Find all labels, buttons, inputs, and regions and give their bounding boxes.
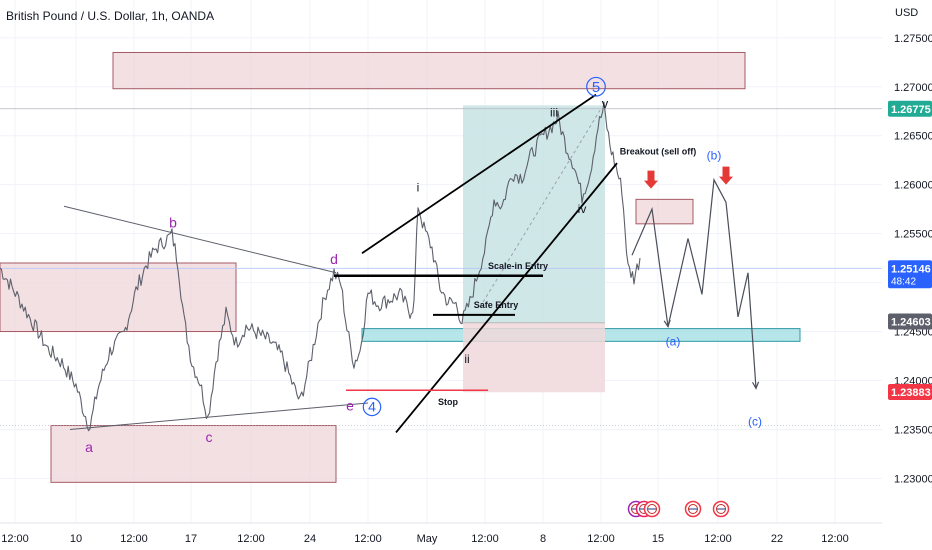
time-tick-label: 15 <box>652 533 664 545</box>
price-badge-label: 1.26775 <box>891 104 931 116</box>
price-badge-label: 1.23883 <box>891 387 931 399</box>
price-tick-label: 1.26000 <box>894 180 932 192</box>
time-tick-label: 10 <box>70 533 82 545</box>
time-tick-label: 12:00 <box>1 533 29 545</box>
time-tick-label: 12:00 <box>471 533 499 545</box>
position-tool[interactable] <box>463 105 605 393</box>
projection-path <box>631 177 757 389</box>
time-tick-label: 12:00 <box>587 533 615 545</box>
triangle-upper-line[interactable] <box>63 205 337 274</box>
trendlines[interactable] <box>63 93 618 433</box>
time-tick-label: 24 <box>304 533 316 545</box>
time-tick-label: 8 <box>540 533 546 545</box>
time-tick-label: 12:00 <box>354 533 382 545</box>
zone-box <box>50 425 337 483</box>
position-diagonal <box>479 109 601 308</box>
zone-box <box>0 262 237 333</box>
annotation-label: e <box>346 398 354 414</box>
chart-title: British Pound / U.S. Dollar, 1h, OANDA <box>6 9 214 23</box>
annotation-label: Breakout (sell off) <box>620 146 697 156</box>
zone-box <box>112 51 746 90</box>
projection-arrowhead <box>663 319 671 329</box>
wedge-upper-line[interactable] <box>361 93 597 254</box>
annotation-label: Safe Entry <box>474 300 519 310</box>
annotation-label: i <box>417 181 420 195</box>
annotation-label: Stop <box>438 397 458 407</box>
price-axis[interactable]: 1.275001.270001.265001.260001.255001.250… <box>888 33 932 486</box>
zone-box <box>635 198 694 225</box>
annotation-label: 4 <box>368 399 376 415</box>
time-tick-label: 12:00 <box>120 533 148 545</box>
wedge-lower-line[interactable] <box>395 162 618 433</box>
wave-circle <box>586 76 606 97</box>
annotation-label: (b) <box>707 148 722 162</box>
position-loss-zone <box>463 322 605 393</box>
annotation-label: v <box>602 96 609 111</box>
red-down-arrow <box>644 170 658 189</box>
price-line <box>0 101 641 432</box>
flag-icon <box>647 504 657 514</box>
currency-label: USD <box>895 7 918 19</box>
price-badge <box>888 260 932 289</box>
time-tick-label: 22 <box>771 533 783 545</box>
price-tick-label: 1.26500 <box>894 131 932 143</box>
triangle-lower-line[interactable] <box>69 402 369 430</box>
price-tick-label: 1.27000 <box>894 82 932 94</box>
wave-circle <box>362 397 382 417</box>
annotation-label: (c) <box>748 415 762 429</box>
price-tick-label: 1.24500 <box>894 327 932 339</box>
price-series <box>0 101 641 432</box>
zones <box>0 51 801 483</box>
projection <box>631 177 760 390</box>
price-badge <box>888 313 932 330</box>
annotation-label: Scale-in Entry <box>488 261 548 271</box>
countdown-label: 48:42 <box>891 276 916 287</box>
annotation-label: ii <box>464 352 469 366</box>
annotation-label: 5 <box>592 79 600 96</box>
time-tick-label: 12:00 <box>821 533 849 545</box>
time-tick-label: 17 <box>185 533 197 545</box>
annotation-label: iv <box>578 202 587 216</box>
annotation-label: a <box>85 439 93 455</box>
price-badge-label: 1.24603 <box>891 316 931 328</box>
time-tick-label: 12:00 <box>237 533 265 545</box>
flag-icon <box>688 504 698 514</box>
time-axis[interactable]: 12:00 10 12:00 17 12:00 24 12:00 May 12:00 8 12:00… <box>0 522 882 545</box>
flag-icon <box>716 504 726 514</box>
price-tick-label: 1.27500 <box>894 33 932 45</box>
annotation-label: d <box>330 251 338 267</box>
event-icons[interactable] <box>627 500 730 518</box>
price-tick-label: 1.23500 <box>894 424 932 436</box>
red-arrows <box>644 166 733 189</box>
annotation-label: iii <box>550 105 558 119</box>
annotation-label: b <box>169 215 177 231</box>
time-tick-label: May <box>417 533 438 545</box>
price-badge <box>888 383 932 400</box>
price-tick-label: 1.23000 <box>894 473 932 485</box>
price-tick-label: 1.25500 <box>894 229 932 241</box>
price-badge-label: 1.25146 <box>891 263 931 275</box>
time-tick-label: 12:00 <box>704 533 732 545</box>
projection-arrowhead <box>752 381 760 390</box>
price-badge <box>888 100 932 117</box>
annotation-label: (a) <box>666 334 681 348</box>
annotation-label: c <box>206 429 213 445</box>
red-down-arrow <box>719 166 733 185</box>
